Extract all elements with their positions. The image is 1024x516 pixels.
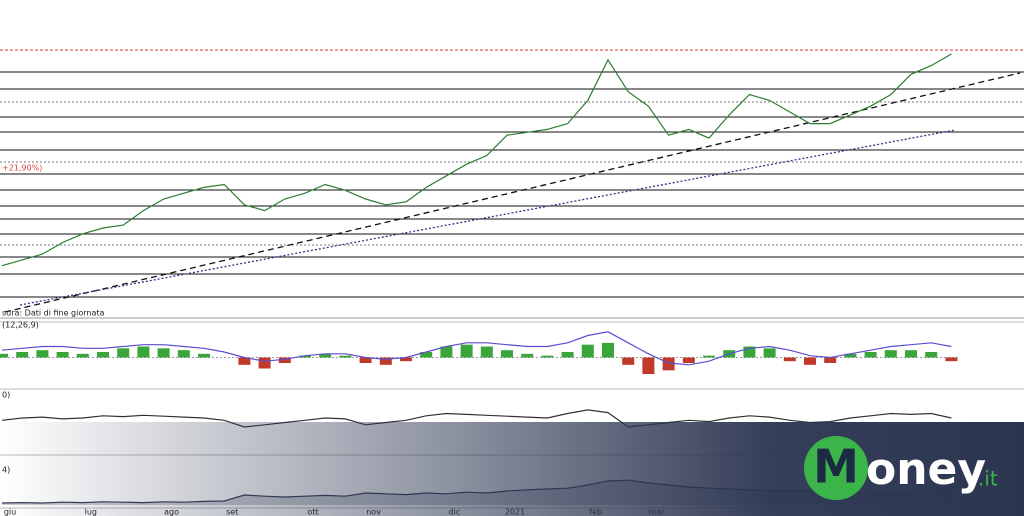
logo: M oney .it [804,436,998,500]
histogram-bar [602,342,614,358]
histogram-bar [420,352,433,358]
pane-label: 0) [2,391,10,400]
histogram-bar [905,350,917,358]
logo-name: oney [866,444,986,495]
logo-circle [804,436,868,500]
series-line [1,331,952,366]
histogram-bar [16,352,29,358]
price-levels [0,49,1024,319]
logo-suffix: .it [978,467,998,491]
histogram-bar [198,353,210,358]
histogram-bar [238,357,251,365]
histogram-bar [642,357,655,374]
histogram-bar [56,352,69,358]
histogram-bar [36,350,49,358]
histogram-bar [339,355,352,358]
histogram-bar [804,357,816,365]
histogram-bar [319,353,332,358]
histogram-bar [521,353,534,358]
price-annotation: +21,90%) [2,164,42,173]
histogram-bar [541,355,554,358]
histogram-bar [884,350,897,358]
price-subtitle: sura: Dati di fine giornata [2,309,105,318]
histogram-bar [844,353,857,358]
histogram-bar [763,348,776,358]
histogram-bar [177,350,190,358]
histogram-bar [278,357,291,363]
histogram-bar [359,357,372,363]
logo-initial: M [813,440,859,494]
histogram-bar [258,357,271,369]
histogram-bar [379,357,392,365]
histogram-bar [97,352,109,358]
histogram-bar [561,352,574,358]
histogram-bar [581,344,594,358]
histogram-bar [117,348,130,358]
histogram-bar [501,350,513,358]
histogram-bar [864,352,877,358]
histogram-bar [743,346,756,358]
histogram-bar [824,357,837,363]
histogram-bar [157,348,170,358]
histogram-bar [783,357,796,362]
histogram-bar [622,357,635,365]
histogram-bar [440,346,453,358]
histogram-bar [400,357,412,362]
pane-label: (12,26,9) [2,321,39,330]
histogram-bar [703,355,715,358]
histogram-bar [0,353,8,358]
series-line [1,53,952,267]
histogram-bar [460,344,473,358]
histogram-bar [480,346,493,358]
histogram-bar [925,352,938,358]
histogram-bar [137,346,150,358]
histogram-bar [299,355,311,358]
histogram-bar [682,357,695,363]
series-line [1,409,952,428]
histogram-bar [662,357,675,371]
histogram-bar [76,353,89,358]
histogram-bar [945,357,958,362]
